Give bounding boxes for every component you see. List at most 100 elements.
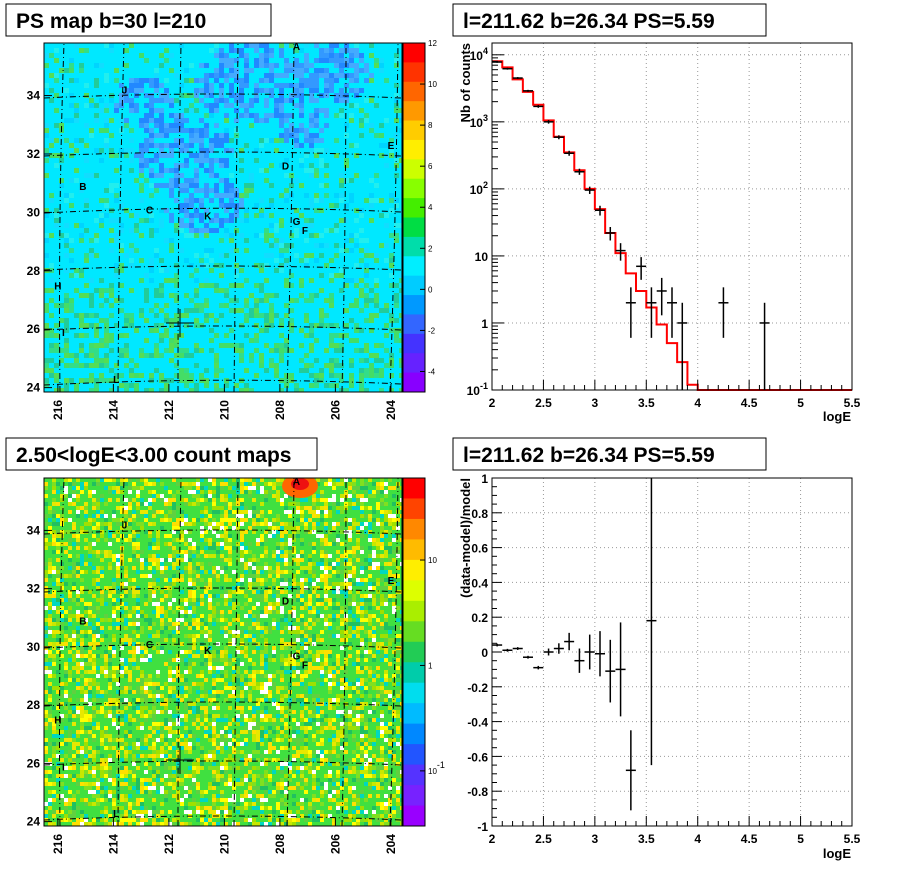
map-pixel	[220, 678, 224, 682]
map-pixel	[149, 118, 154, 123]
map-pixel	[64, 582, 68, 586]
map-pixel	[92, 654, 96, 658]
map-pixel	[369, 298, 374, 303]
map-pixel	[364, 373, 369, 378]
map-pixel	[279, 348, 284, 353]
map-pixel	[244, 630, 248, 634]
map-pixel	[92, 550, 96, 554]
map-pixel	[280, 658, 284, 662]
map-pixel	[220, 658, 224, 662]
map-pixel	[168, 554, 172, 558]
map-pixel	[289, 273, 294, 278]
map-pixel	[68, 622, 72, 626]
map-pixel	[132, 618, 136, 622]
map-pixel	[312, 586, 316, 590]
map-pixel	[116, 518, 120, 522]
map-pixel	[116, 498, 120, 502]
map-pixel	[76, 710, 80, 714]
map-pixel	[199, 348, 204, 353]
map-pixel	[134, 373, 139, 378]
map-pixel	[194, 318, 199, 323]
map-pixel	[384, 586, 388, 590]
map-pixel	[72, 542, 76, 546]
map-pixel	[332, 590, 336, 594]
map-pixel	[48, 506, 52, 510]
map-pixel	[304, 53, 309, 58]
map-pixel	[208, 598, 212, 602]
map-pixel	[179, 368, 184, 373]
map-pixel	[300, 618, 304, 622]
map-pixel	[199, 143, 204, 148]
map-pixel	[272, 594, 276, 598]
map-pixel	[96, 698, 100, 702]
map-pixel	[294, 48, 299, 53]
map-pixel	[336, 662, 340, 666]
map-pixel	[356, 486, 360, 490]
map-pixel	[384, 582, 388, 586]
map-pixel	[232, 638, 236, 642]
map-pixel	[392, 602, 396, 606]
map-pixel	[279, 343, 284, 348]
map-pixel	[124, 626, 128, 630]
map-pixel	[92, 710, 96, 714]
map-pixel	[384, 118, 389, 123]
map-pixel	[172, 578, 176, 582]
map-pixel	[234, 58, 239, 63]
map-pixel	[244, 490, 248, 494]
map-pixel	[188, 574, 192, 578]
map-pixel	[100, 478, 104, 482]
map-pixel	[214, 73, 219, 78]
map-pixel	[294, 253, 299, 258]
map-pixel	[364, 63, 369, 68]
map-pixel	[374, 258, 379, 263]
map-pixel	[276, 594, 280, 598]
map-pixel	[394, 298, 399, 303]
map-pixel	[152, 706, 156, 710]
map-pixel	[54, 343, 59, 348]
map-pixel	[174, 293, 179, 298]
map-pixel	[334, 43, 339, 48]
map-pixel	[308, 686, 312, 690]
map-pixel	[96, 526, 100, 530]
map-pixel	[229, 308, 234, 313]
map-pixel	[299, 343, 304, 348]
colorbar-segment	[403, 295, 425, 315]
map-pixel	[56, 686, 60, 690]
map-pixel	[116, 562, 120, 566]
map-pixel	[189, 233, 194, 238]
map-pixel	[360, 694, 364, 698]
map-pixel	[248, 658, 252, 662]
map-pixel	[92, 698, 96, 702]
map-pixel	[180, 650, 184, 654]
map-pixel	[348, 610, 352, 614]
map-pixel	[336, 538, 340, 542]
map-pixel	[244, 678, 248, 682]
map-pixel	[176, 562, 180, 566]
map-pixel	[304, 638, 308, 642]
map-pixel	[116, 482, 120, 486]
map-pixel	[348, 578, 352, 582]
map-pixel	[336, 502, 340, 506]
map-pixel	[112, 670, 116, 674]
map-pixel	[49, 88, 54, 93]
map-pixel	[268, 574, 272, 578]
map-pixel	[328, 554, 332, 558]
map-pixel	[88, 518, 92, 522]
map-pixel	[254, 98, 259, 103]
map-pixel	[284, 113, 289, 118]
map-pixel	[289, 298, 294, 303]
map-pixel	[189, 93, 194, 98]
map-pixel	[136, 514, 140, 518]
map-pixel	[248, 698, 252, 702]
map-pixel	[54, 303, 59, 308]
map-pixel	[99, 343, 104, 348]
map-pixel	[328, 622, 332, 626]
map-pixel	[136, 698, 140, 702]
map-pixel	[168, 674, 172, 678]
map-pixel	[244, 63, 249, 68]
map-pixel	[224, 538, 228, 542]
map-pixel	[380, 626, 384, 630]
map-pixel	[56, 558, 60, 562]
map-pixel	[268, 694, 272, 698]
map-pixel	[360, 670, 364, 674]
